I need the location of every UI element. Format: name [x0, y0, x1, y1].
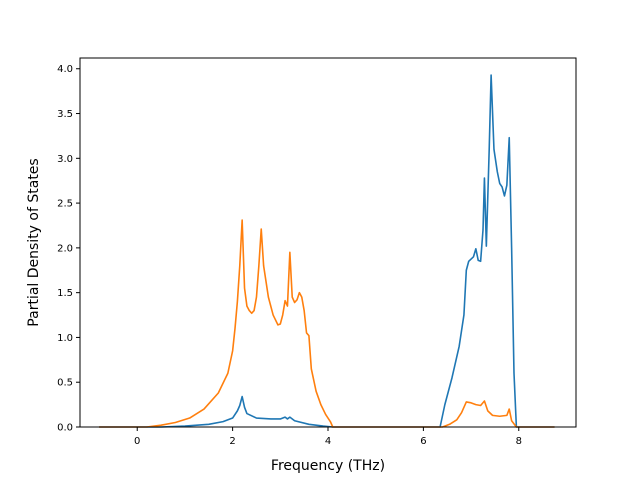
y-tick-label: 2.5	[57, 199, 73, 210]
series-line-2	[99, 219, 555, 428]
x-axis-ticks: 0 2 4 6 8	[134, 427, 522, 447]
y-tick-label: 3.0	[57, 154, 73, 165]
series-layer	[99, 74, 555, 428]
x-tick-label: 2	[229, 436, 235, 447]
x-axis-label: Frequency (THz)	[271, 458, 385, 474]
y-axis-ticks: 0.0 0.5 1.0 1.5 2.0 2.5 3.0 3.5 4.0	[57, 64, 80, 434]
y-axis-label: Partial Density of States	[26, 158, 42, 326]
y-tick-label: 1.5	[57, 288, 73, 299]
x-tick-label: 6	[420, 436, 426, 447]
y-tick-label: 0.0	[57, 423, 73, 434]
x-tick-label: 4	[325, 436, 331, 447]
y-tick-label: 1.0	[57, 333, 73, 344]
x-tick-label: 8	[516, 436, 522, 447]
y-tick-label: 4.0	[57, 64, 73, 75]
y-tick-label: 2.0	[57, 243, 73, 254]
x-tick-label: 0	[134, 436, 140, 447]
y-tick-label: 3.5	[57, 109, 73, 120]
series-line-1	[99, 74, 555, 428]
y-tick-label: 0.5	[57, 378, 73, 389]
